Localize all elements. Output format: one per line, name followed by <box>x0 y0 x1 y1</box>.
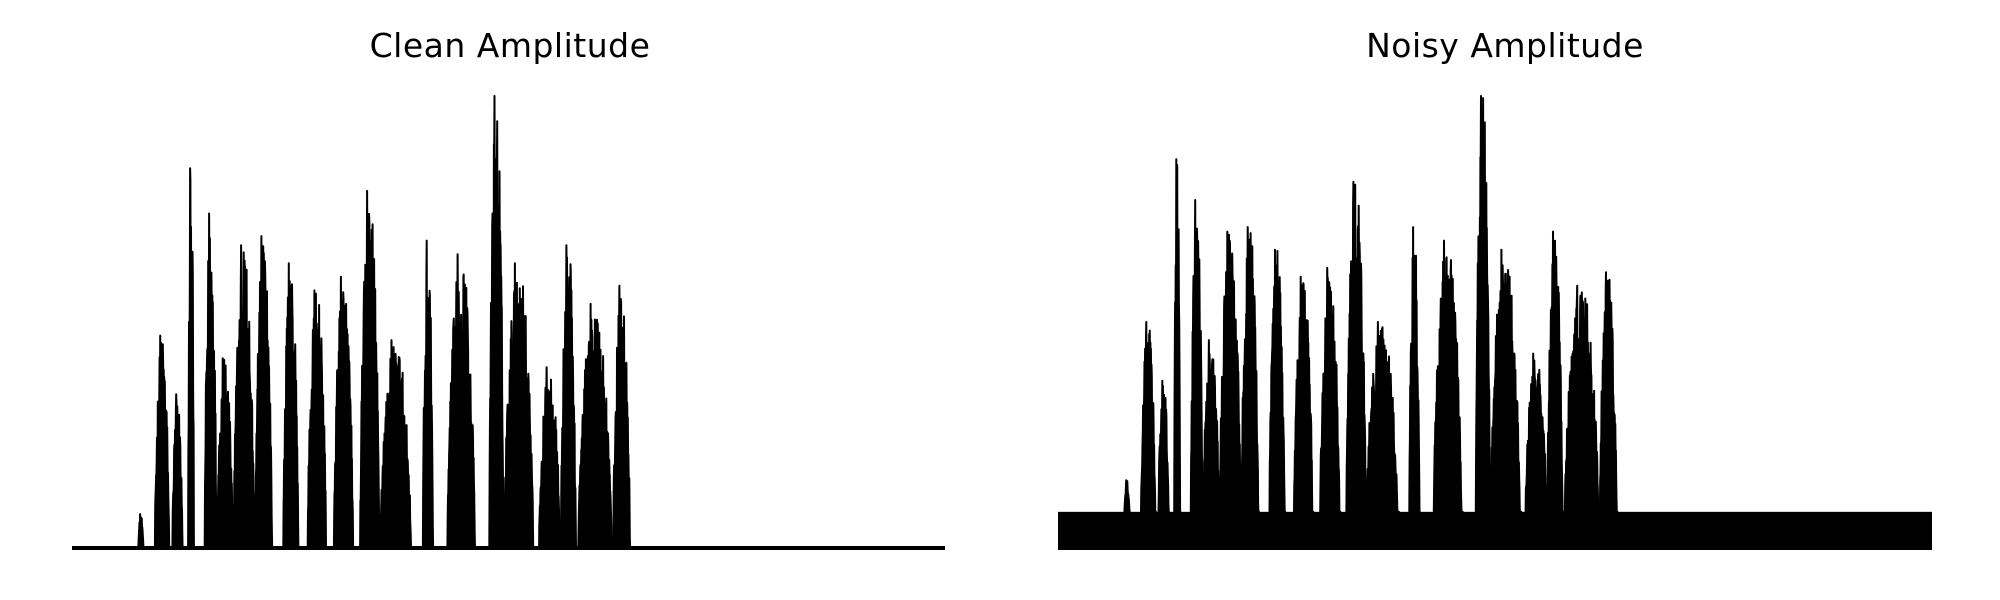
clean-amplitude-panel: Clean Amplitude <box>72 26 945 550</box>
noisy-amplitude-panel: Noisy Amplitude <box>1000 0 2000 600</box>
clean-burst-16 <box>503 262 536 549</box>
clean-burst-0 <box>137 513 145 549</box>
noisy-burst-8 <box>1268 248 1287 513</box>
clean-burst-8 <box>282 262 300 549</box>
noisy-burst-13 <box>1408 226 1421 513</box>
noisy-amplitude-plot <box>1058 95 1932 550</box>
clean-burst-9 <box>306 289 328 549</box>
noisy-burst-14 <box>1432 239 1464 513</box>
noisy-burst-16 <box>1489 248 1523 513</box>
clean-burst-15 <box>488 95 506 549</box>
clean-burst-1 <box>153 334 171 549</box>
clean-burst-17 <box>538 366 562 549</box>
noisy-burst-17 <box>1524 352 1549 513</box>
noisy-burst-18 <box>1546 230 1565 513</box>
noisy-burst-1 <box>1140 321 1157 513</box>
noisy-burst-9 <box>1293 275 1315 513</box>
noisy-burst-3 <box>1173 158 1182 513</box>
clean-burst-7 <box>254 235 274 549</box>
clean-burst-12 <box>379 339 414 549</box>
noisy-noise-floor <box>1058 511 1932 550</box>
noisy-burst-5 <box>1202 339 1221 513</box>
clean-burst-11 <box>359 189 382 549</box>
clean-burst-5 <box>215 357 235 549</box>
clean-burst-13 <box>421 239 435 549</box>
clean-burst-18 <box>559 244 578 549</box>
clean-burst-4 <box>203 212 218 549</box>
noisy-burst-6 <box>1218 230 1243 513</box>
clean-burst-3 <box>187 167 196 549</box>
clean-burst-6 <box>232 244 257 549</box>
clean-burst-19 <box>577 302 615 549</box>
noisy-burst-20 <box>1598 271 1619 513</box>
noisy-burst-0 <box>1123 479 1131 513</box>
noisy-burst-12 <box>1365 321 1400 513</box>
noisy-burst-7 <box>1240 226 1260 513</box>
clean-burst-14 <box>446 253 478 549</box>
clean-burst-2 <box>171 393 184 549</box>
noisy-burst-15 <box>1474 95 1492 513</box>
noisy-burst-19 <box>1563 284 1601 513</box>
clean-amplitude-title: Clean Amplitude <box>369 26 651 65</box>
noisy-burst-2 <box>1157 379 1170 513</box>
noisy-burst-10 <box>1319 266 1342 513</box>
clean-amplitude-plot <box>72 95 945 550</box>
clean-burst-10 <box>332 275 355 549</box>
noisy-burst-11 <box>1345 180 1368 513</box>
clean-burst-20 <box>612 284 632 549</box>
noisy-burst-4 <box>1189 199 1205 513</box>
noisy-amplitude-title: Noisy Amplitude <box>1366 26 1644 65</box>
